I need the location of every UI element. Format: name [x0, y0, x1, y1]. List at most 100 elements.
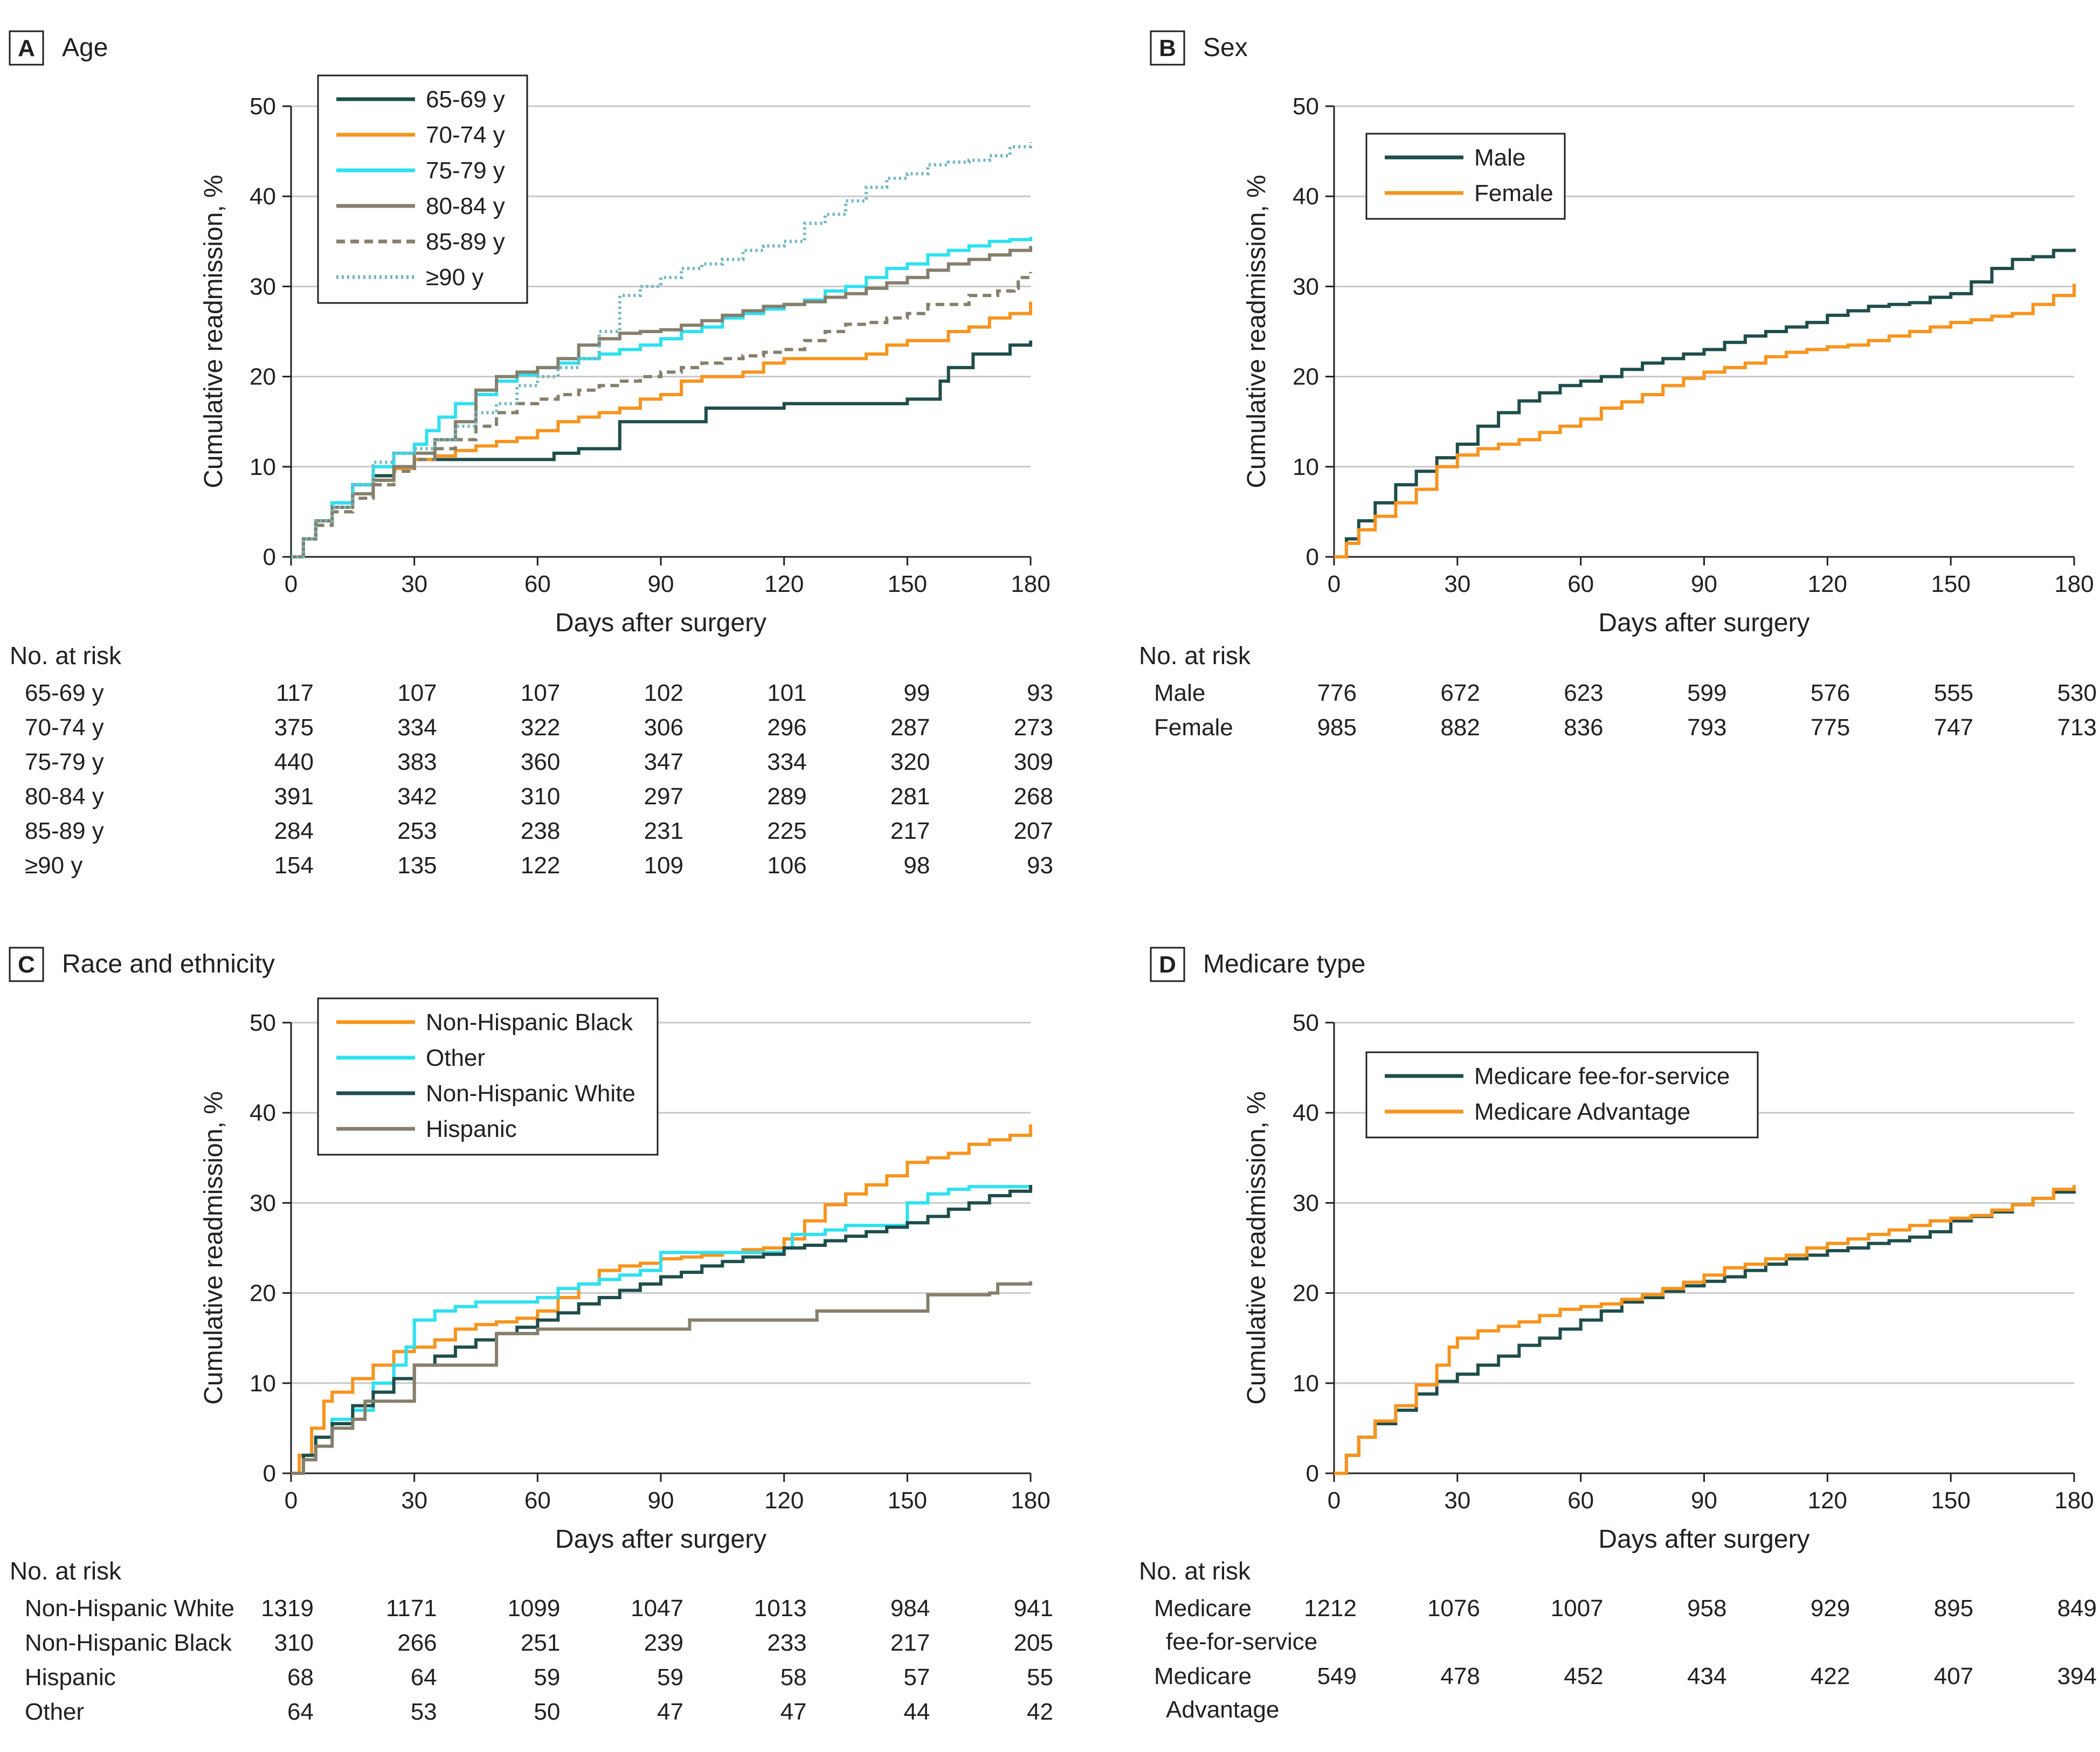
y-tick-label: 40 [250, 1100, 276, 1126]
risk-value: 42 [1027, 1699, 1053, 1725]
risk-value: 775 [1811, 714, 1850, 741]
risk-value: 1047 [631, 1595, 683, 1622]
panel-age: A Age 0 10 20 30 40 50 0 30 60 90 120 150 180 Days afte… [9, 30, 1053, 879]
risk-value: 217 [890, 818, 930, 844]
risk-row-label-continued: fee-for-service [1166, 1629, 1317, 1655]
risk-value: 407 [1934, 1663, 1973, 1689]
risk-value: 929 [1811, 1595, 1850, 1622]
panel-letter-box [9, 30, 44, 66]
risk-value: 47 [780, 1699, 807, 1725]
risk-value: 391 [274, 783, 314, 810]
x-tick-label: 120 [1808, 1487, 1847, 1514]
risk-value: 57 [903, 1664, 930, 1691]
risk-value: 623 [1564, 680, 1603, 706]
risk-value: 434 [1687, 1663, 1726, 1689]
x-tick-label: 150 [888, 571, 927, 597]
panel-letter-box [9, 947, 44, 982]
risk-value: 93 [1027, 680, 1053, 706]
risk-value: 98 [903, 852, 930, 879]
panel-letter-box [1150, 947, 1185, 982]
risk-value: 1007 [1551, 1595, 1604, 1622]
x-tick-label: 120 [1808, 571, 1847, 597]
y-tick-label: 50 [1293, 1010, 1319, 1036]
risk-value: 322 [521, 714, 560, 741]
risk-row-label-continued: Advantage [1166, 1696, 1279, 1723]
y-axis-title: Cumulative readmission, % [1242, 175, 1271, 488]
risk-value: 672 [1440, 680, 1480, 706]
risk-value: 895 [1934, 1595, 1973, 1622]
y-tick-label: 0 [1306, 1460, 1319, 1487]
risk-value: 68 [287, 1664, 314, 1691]
risk-value: 296 [767, 714, 806, 741]
risk-row-label: Medicare [1154, 1663, 1252, 1689]
panel-sex: B Sex 0 10 20 30 40 50 0 30 60 90 120 150 180 Days afte… [1139, 30, 2097, 741]
panel-letter: D [1159, 951, 1176, 978]
risk-value: 58 [780, 1664, 807, 1691]
risk-value: 440 [274, 749, 314, 775]
x-tick-label: 60 [524, 1487, 551, 1514]
series-line-hispanic [291, 1281, 1032, 1475]
risk-value: 310 [521, 783, 560, 810]
risk-value: 287 [890, 714, 930, 741]
x-tick-label: 30 [1444, 1487, 1470, 1514]
risk-value: 99 [903, 680, 930, 706]
panel-title: Medicare type [1203, 950, 1365, 978]
x-tick-label: 60 [524, 571, 551, 597]
legend-label: 85-89 y [426, 229, 505, 255]
risk-value: 849 [2057, 1595, 2097, 1622]
y-tick-label: 10 [1293, 454, 1319, 480]
risk-value: 251 [521, 1630, 560, 1656]
panel-letter-box [1150, 30, 1185, 66]
series-line-75-79-y [291, 237, 1032, 558]
risk-value: 576 [1811, 680, 1850, 706]
risk-value: 941 [1014, 1595, 1053, 1622]
x-axis-title: Days after surgery [555, 609, 766, 637]
x-tick-label: 120 [764, 1487, 804, 1514]
risk-value: 101 [767, 680, 806, 706]
risk-value: 360 [521, 749, 560, 775]
risk-value: 59 [657, 1664, 683, 1691]
risk-row-label: Hispanic [25, 1664, 116, 1691]
x-tick-label: 0 [1328, 1487, 1341, 1514]
risk-value: 64 [411, 1664, 437, 1691]
y-tick-label: 30 [1293, 273, 1319, 300]
risk-value: 555 [1934, 680, 1973, 706]
risk-value: 55 [1027, 1664, 1053, 1691]
risk-value: 47 [657, 1699, 683, 1725]
risk-value: 347 [644, 749, 683, 775]
legend-label: ≥90 y [426, 264, 483, 291]
risk-value: 334 [767, 749, 806, 775]
x-axis-title: Days after surgery [555, 1525, 766, 1554]
x-axis-title: Days after surgery [1598, 1525, 1809, 1554]
y-tick-label: 10 [250, 1370, 276, 1397]
risk-value: 117 [276, 680, 314, 706]
risk-row-label: 80-84 y [25, 783, 104, 810]
risk-value: 334 [397, 714, 437, 741]
risk-value: 268 [1014, 783, 1053, 810]
risk-value: 1013 [754, 1595, 807, 1622]
risk-value: 713 [2057, 714, 2097, 741]
y-tick-label: 20 [250, 1280, 276, 1307]
x-tick-label: 180 [1011, 571, 1050, 597]
risk-value: 107 [397, 680, 437, 706]
risk-row-label: Medicare [1154, 1595, 1252, 1622]
risk-value: 320 [890, 749, 930, 775]
risk-value: 1099 [507, 1595, 560, 1622]
y-tick-label: 40 [1293, 1100, 1319, 1126]
y-axis-title: Cumulative readmission, % [199, 175, 228, 488]
risk-value: 284 [274, 818, 314, 844]
risk-value: 549 [1317, 1663, 1357, 1689]
risk-value: 309 [1014, 749, 1053, 775]
panel-title: Sex [1203, 33, 1248, 62]
x-tick-label: 30 [401, 1487, 427, 1514]
risk-value: 233 [767, 1630, 806, 1656]
risk-value: 109 [644, 852, 683, 879]
risk-row-label: Female [1154, 714, 1233, 741]
panel-medicare-type: D Medicare type 0 10 20 30 40 50 0 30 60 90 120 150 18… [1139, 947, 2097, 1723]
x-tick-label: 60 [1567, 571, 1594, 597]
risk-value: 836 [1564, 714, 1603, 741]
y-tick-label: 50 [250, 93, 276, 120]
panel-letter: A [18, 35, 35, 61]
y-tick-label: 0 [263, 544, 276, 570]
